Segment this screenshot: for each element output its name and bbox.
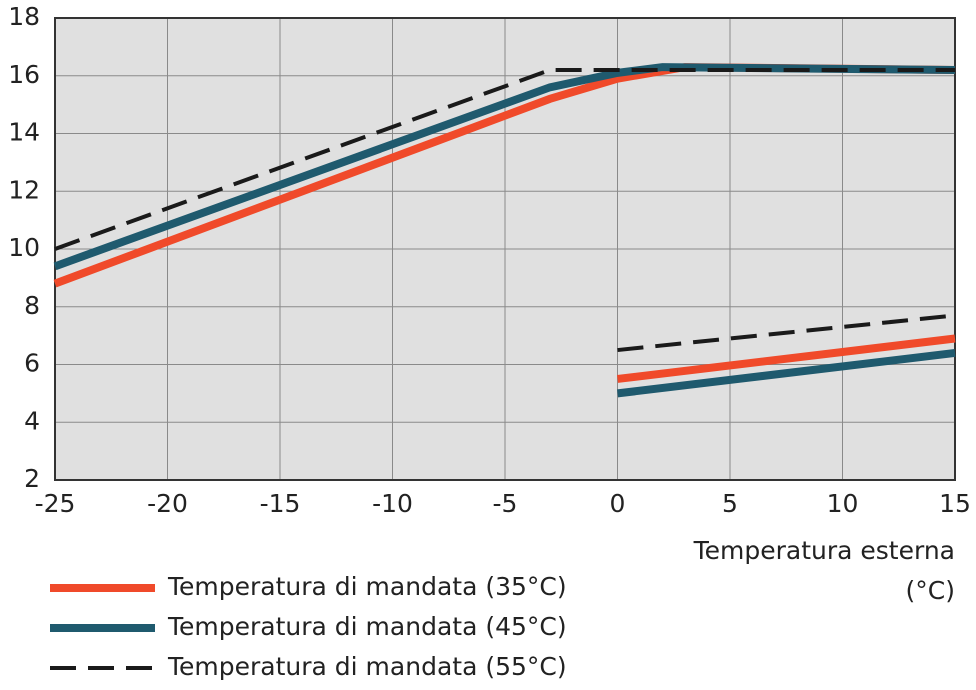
x-tick-label: -15	[260, 489, 301, 518]
legend-label: Temperatura di mandata (55°C)	[167, 652, 567, 681]
x-tick-label: 0	[610, 489, 626, 518]
x-axis-label: Temperatura esterna	[693, 536, 955, 565]
series-line	[54, 67, 956, 353]
x-tick-label: -25	[35, 489, 76, 518]
legend-label: Temperatura di mandata (45°C)	[167, 612, 567, 641]
y-tick-label: 12	[8, 175, 40, 204]
y-tick-label: 16	[8, 60, 40, 89]
x-tick-label: -5	[493, 489, 518, 518]
x-tick-label: 5	[722, 489, 738, 518]
legend-label: Temperatura di mandata (35°C)	[167, 572, 567, 601]
y-tick-label: 4	[24, 406, 40, 435]
x-axis-label: (°C)	[906, 576, 955, 605]
y-tick-label: 2	[24, 464, 40, 493]
x-tick-label: 15	[939, 489, 971, 518]
x-tick-label: -20	[147, 489, 188, 518]
y-tick-label: 6	[24, 349, 40, 378]
y-tick-label: 8	[24, 291, 40, 320]
x-tick-label: -10	[372, 489, 413, 518]
x-tick-label: 10	[827, 489, 859, 518]
y-tick-label: 10	[8, 233, 40, 262]
y-tick-label: 14	[8, 118, 40, 147]
y-tick-label: 18	[8, 2, 40, 31]
